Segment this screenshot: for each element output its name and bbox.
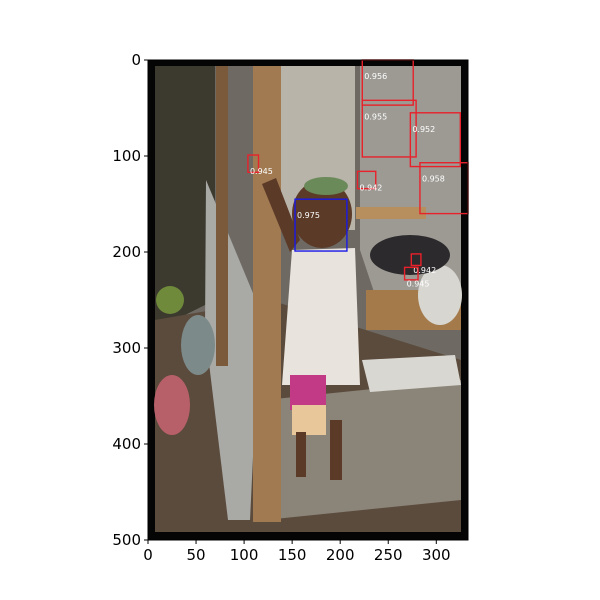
bench xyxy=(356,207,426,219)
detection-score-label: 0.942 xyxy=(359,183,382,192)
wooden-post-back xyxy=(216,66,228,366)
y-tick-label: 0 xyxy=(131,51,141,69)
x-tick-label: 250 xyxy=(374,546,403,564)
child-head xyxy=(292,180,352,248)
y-tick-label: 200 xyxy=(112,243,141,261)
detection-box xyxy=(294,198,348,252)
detection-score-label: 0.952 xyxy=(412,125,435,134)
cloth xyxy=(362,355,461,392)
detection-score-label: 0.945 xyxy=(407,279,430,288)
detection-score-label: 0.956 xyxy=(364,72,387,81)
detection-score-label: 0.942 xyxy=(413,266,436,275)
detection-boxes: 0.956 0.955 0.952 0.958 0.945 0.942 0.975 0.942… xyxy=(247,59,469,288)
child-stockings xyxy=(292,405,326,435)
y-tick-label: 400 xyxy=(112,435,141,453)
axes-frame xyxy=(147,59,469,541)
sack xyxy=(418,265,462,325)
detection-box xyxy=(361,99,417,158)
child-shirt xyxy=(282,248,360,385)
y-tick-label: 300 xyxy=(112,339,141,357)
child-hat xyxy=(304,177,348,195)
detection-box xyxy=(403,266,419,281)
x-tick-label: 50 xyxy=(187,546,206,564)
y-tick-label: 100 xyxy=(112,147,141,165)
x-tick-label: 100 xyxy=(230,546,259,564)
x-tick-label: 150 xyxy=(278,546,307,564)
detection-score-label: 0.955 xyxy=(364,112,387,121)
x-tick-label: 200 xyxy=(326,546,355,564)
child-arm xyxy=(262,178,300,252)
child-shorts xyxy=(290,375,326,410)
y-tick-label: 500 xyxy=(112,531,141,549)
child-leg-left xyxy=(296,432,306,477)
photo xyxy=(148,60,468,540)
detection-score-label: 0.958 xyxy=(422,175,445,184)
clothes-pile xyxy=(370,235,450,275)
x-tick-label: 0 xyxy=(143,546,153,564)
x-tick-label: 300 xyxy=(422,546,451,564)
detection-box xyxy=(356,170,377,190)
detection-box xyxy=(409,112,462,168)
background-left xyxy=(155,66,215,330)
wooden-post xyxy=(253,66,281,522)
plant xyxy=(156,286,184,314)
child-leg-right xyxy=(330,420,342,480)
plastic-bag xyxy=(154,375,190,435)
detection-box xyxy=(410,253,422,267)
axes: 0 50 100 150 200 250 300 0 100 200 300 400 500 xyxy=(112,51,469,564)
detection-score-label: 0.945 xyxy=(250,167,273,176)
bucket xyxy=(181,315,215,375)
detection-box xyxy=(247,154,260,174)
detection-score-label: 0.975 xyxy=(297,211,320,220)
